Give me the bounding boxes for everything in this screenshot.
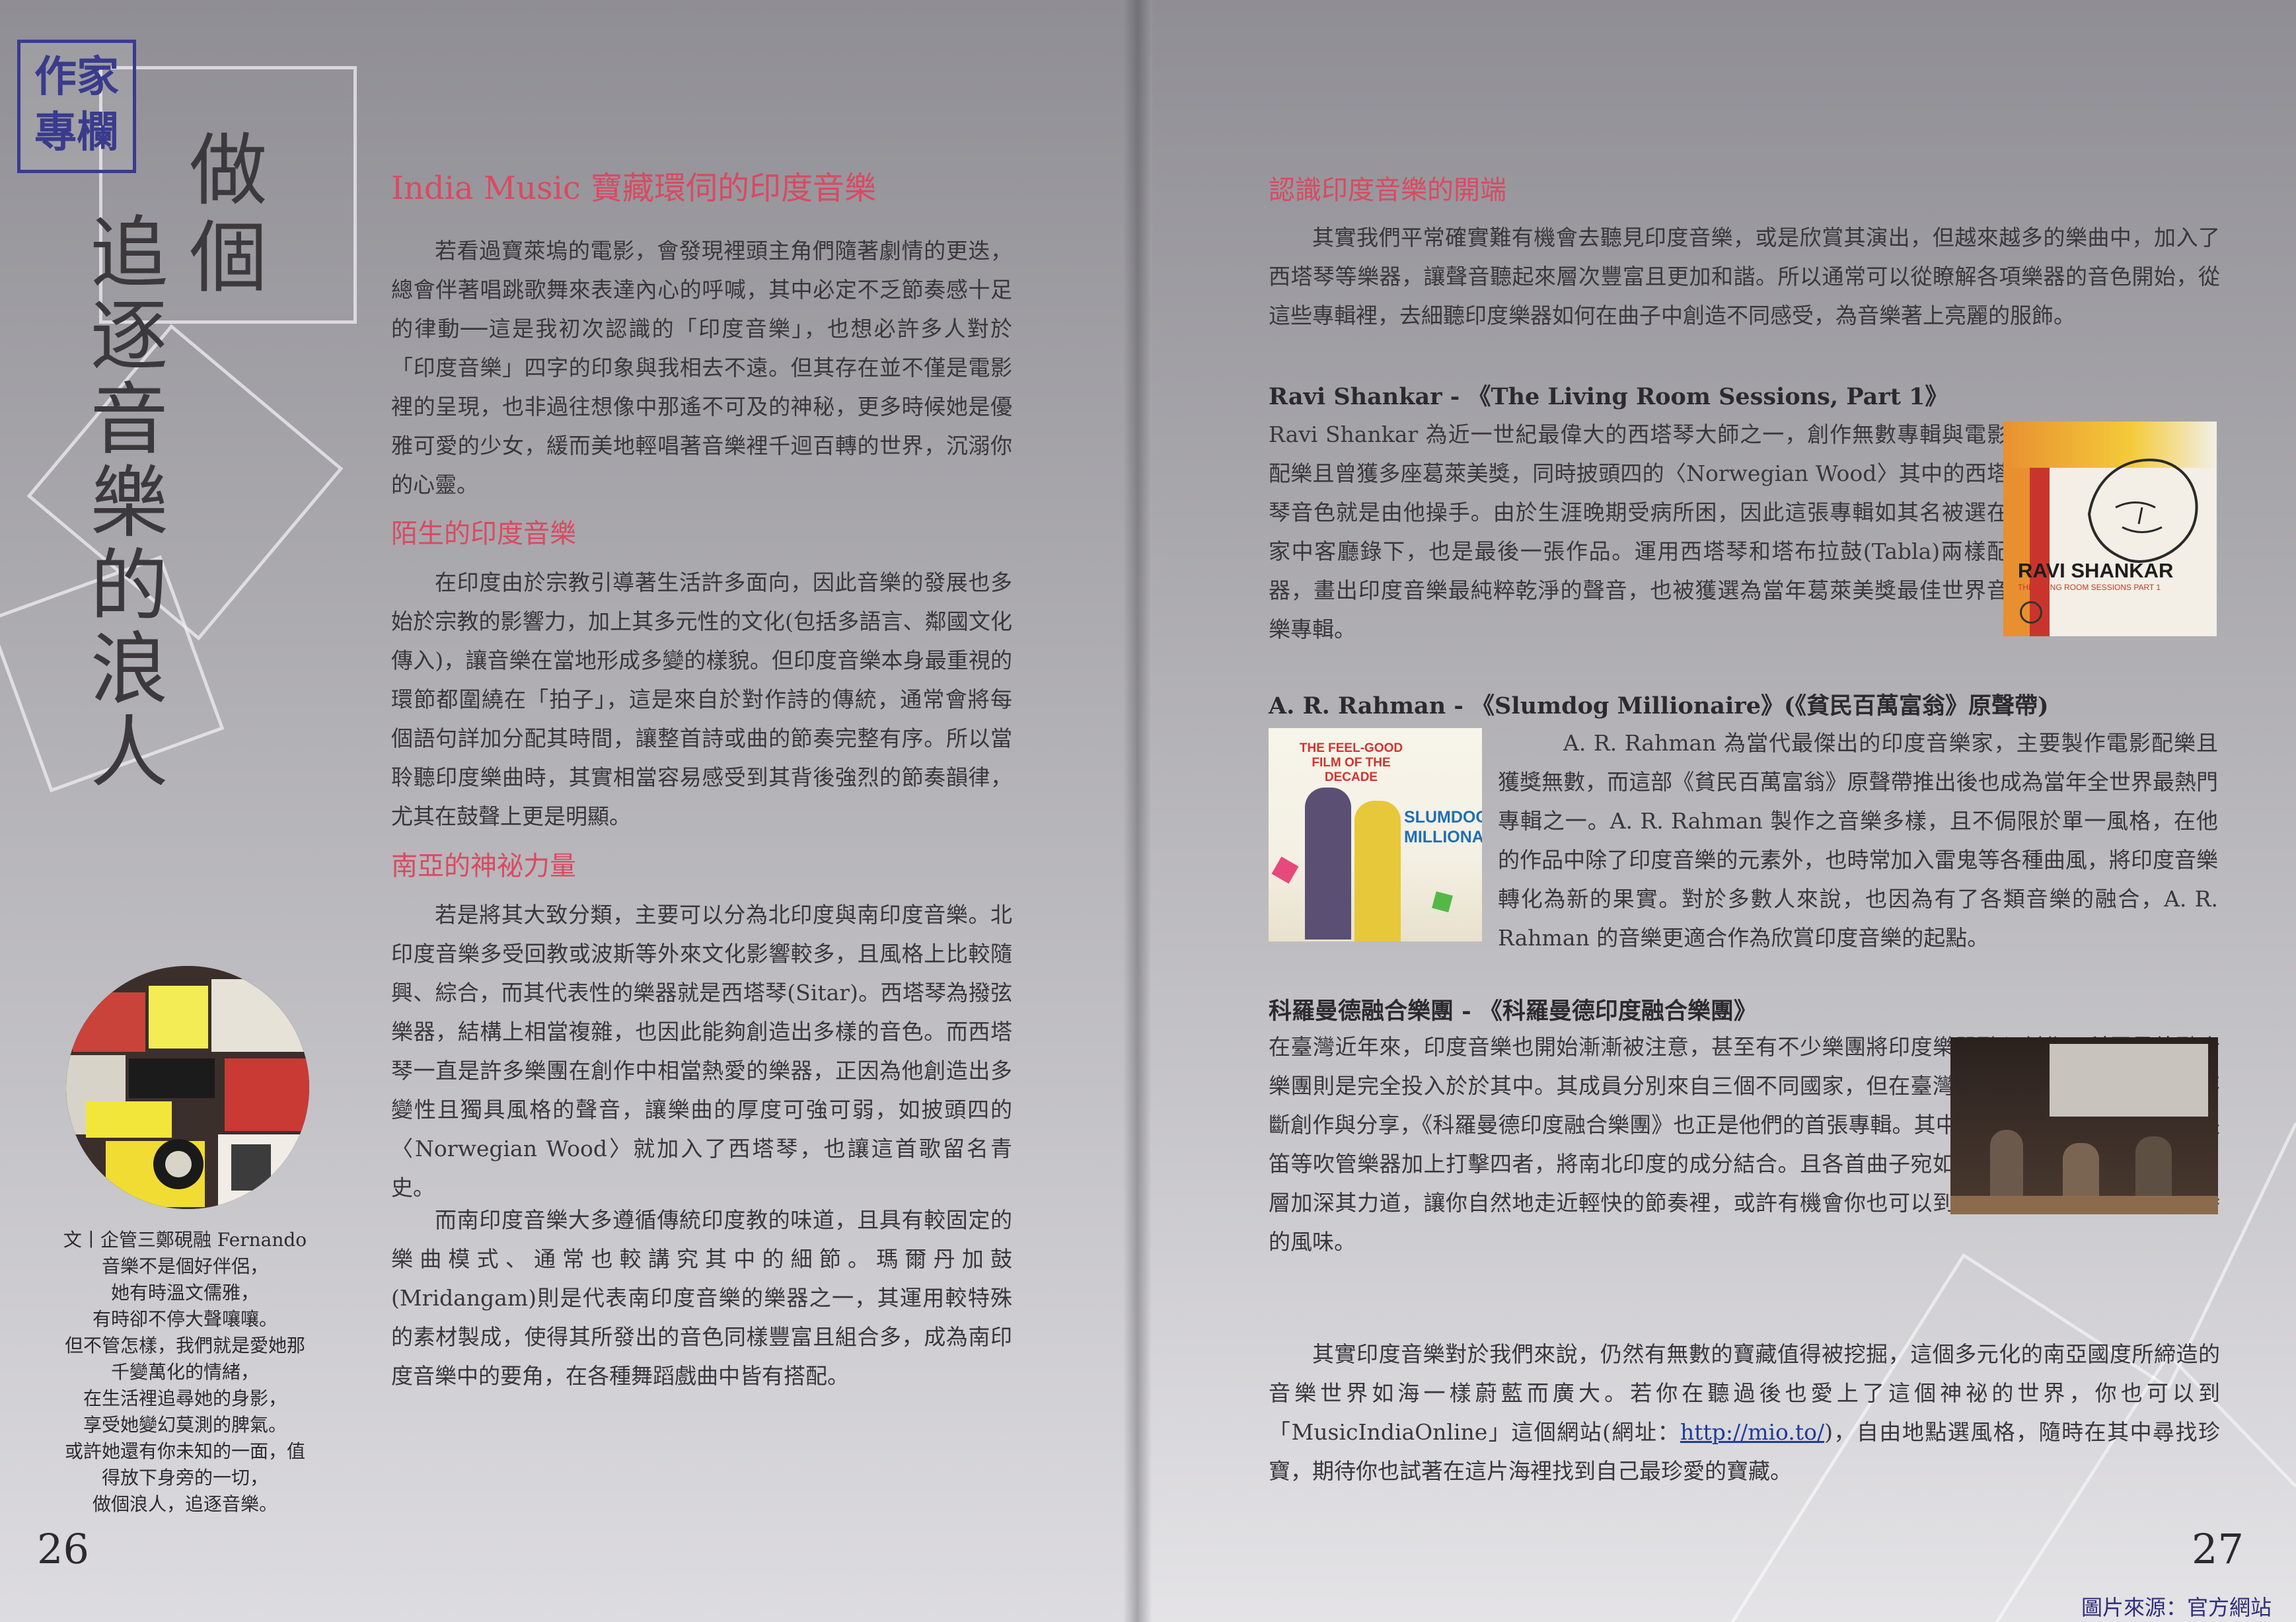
column-tag-line1: 作家 (34, 53, 119, 102)
band-member (2063, 1143, 2099, 1202)
cover-stripe-yellow (2003, 422, 2217, 468)
section2-paragraph2: 而南印度音樂大多遵循傳統印度教的味道，且具有較固定的樂曲模式、通常也較講究其中的… (391, 1207, 1012, 1389)
album2-title: A. R. Rahman - 《Slumdog Millionaire》(《貧民… (1269, 692, 2049, 719)
poster-confetti (1432, 891, 1453, 912)
album2-poster: THE FEEL-GOOD FILM OF THE DECADE SLUMDOG… (1269, 728, 1482, 941)
closing-text-end: )，自由地點選風格，隨時在其中尋找珍寶，期待你也試著在這片海裡找到自己最珍愛的寶… (1269, 1419, 2220, 1484)
vinyl-icon (2020, 601, 2042, 624)
album3-band-photo (1950, 1037, 2218, 1214)
title-second-column: 追逐音樂的浪人 (77, 211, 168, 794)
band-member (1990, 1130, 2023, 1202)
right-intro-paragraph: 其實我們平常確實難有機會去聽見印度音樂，或是欣賞其演出，但越來越多的樂曲中，加入… (1269, 225, 2220, 328)
stage-screen (2050, 1044, 2208, 1117)
band-member (2135, 1136, 2172, 1202)
closing-text: 其實印度音樂對於我們來說，仍然有無數的寶藏值得被挖掘，這個多元化的南亞國度所締造… (1269, 1341, 2220, 1445)
album1-title: Ravi Shankar - 《The Living Room Sessions… (1269, 383, 1948, 410)
column-tag-line2: 專欄 (34, 108, 119, 157)
album2-description: A. R. Rahman 為當代最傑出的印度音樂家，主要製作電影配樂且獲獎無數，… (1498, 730, 2218, 951)
section-title-unfamiliar: 陌生的印度音樂 (391, 519, 576, 549)
poster-tagline: THE FEEL-GOOD FILM OF THE DECADE (1299, 741, 1403, 784)
decor-square-large (99, 66, 357, 324)
caption-line: 音樂不是個好伴侶， (101, 1255, 268, 1277)
poster-confetti (1271, 856, 1299, 884)
caption-line: 得放下身旁的一切， (101, 1467, 268, 1489)
caption-line: 在生活裡追尋她的身影， (83, 1387, 287, 1409)
music-india-online-link[interactable]: http://mio.to/ (1680, 1419, 1825, 1445)
closing-paragraph: 其實印度音樂對於我們來說，仍然有無數的寶藏值得被挖掘，這個多元化的南亞國度所締造… (1269, 1335, 2220, 1491)
poster-figure-right (1354, 801, 1401, 941)
decor-lines (1730, 1122, 2296, 1622)
album1-cover-name: RAVI SHANKAR (2018, 559, 2174, 582)
caption-line: 她有時溫文儒雅， (110, 1282, 259, 1304)
caption-line: 享受她變幻莫測的脾氣。 (83, 1414, 287, 1436)
section2-paragraph1: 若是將其大致分類，主要可以分為北印度與南印度音樂。北印度音樂多受回教或波斯等外來… (391, 902, 1012, 1200)
section-title-beginning: 認識印度音樂的開端 (1269, 175, 1506, 205)
section1-paragraph: 在印度由於宗教引導著生活許多面向，因此音樂的發展也多始於宗教的影響力，加上其多元… (391, 570, 1012, 829)
caption-line: 做個浪人，追逐音樂。 (92, 1493, 278, 1515)
column-tag: 作家 專欄 (17, 40, 136, 173)
poster-film-title: SLUMDOG MILLIONAIRE (1404, 808, 1482, 846)
album1-cover: RAVI SHANKAR THE LIVING ROOM SESSIONS PA… (2003, 422, 2217, 636)
author-photo (66, 966, 309, 1209)
right-page: 認識印度音樂的開端 其實我們平常確實難有機會去聽見印度音樂，或是欣賞其演出，但越… (1138, 0, 2296, 1622)
image-source-credit: 圖片來源：官方網站 (2081, 1595, 2272, 1620)
caption-line: 但不管怎樣，我們就是愛她那 (64, 1335, 305, 1356)
photo-collage (66, 966, 309, 1209)
book-spine-shadow (1123, 0, 1152, 1622)
page-number-left: 26 (37, 1525, 89, 1573)
album1-cover-subtitle: THE LIVING ROOM SESSIONS PART 1 (2018, 583, 2161, 592)
section-title-mystic: 南亞的神祕力量 (391, 851, 576, 881)
author-caption: 文丨企管三鄭硯融 Fernando 音樂不是個好伴侶， 她有時溫文儒雅， 有時卻… (46, 1227, 324, 1518)
intro-paragraph: 若看過寶萊塢的電影，會發現裡頭主角們隨著劇情的更迭，總會伴著唱跳歌舞來表達內心的… (391, 238, 1012, 498)
portrait-sketch (2087, 459, 2198, 563)
left-page: 作家 專欄 做個 追逐音樂的浪人 India Music 寶藏環伺的印度音樂 若… (0, 0, 1138, 1622)
album3-title: 科羅曼德融合樂團 - 《科羅曼德印度融合樂團》 (1269, 998, 1757, 1025)
album1-description: Ravi Shankar 為近一世紀最偉大的西塔琴大師之一，創作無數專輯與電影配… (1269, 422, 2009, 642)
article-title: India Music 寶藏環伺的印度音樂 (391, 170, 877, 207)
stage-rug (1950, 1196, 2218, 1214)
title-first-column: 做個 (176, 129, 267, 303)
poster-figure-left (1305, 788, 1351, 940)
page-number-right: 27 (2192, 1525, 2244, 1573)
caption-line: 有時卻不停大聲嚷嚷。 (92, 1308, 278, 1330)
caption-line: 文丨企管三鄭硯融 Fernando (63, 1229, 307, 1251)
caption-line: 千變萬化的情緒， (110, 1361, 259, 1383)
caption-line: 或許她還有你未知的一面，值 (64, 1440, 305, 1462)
